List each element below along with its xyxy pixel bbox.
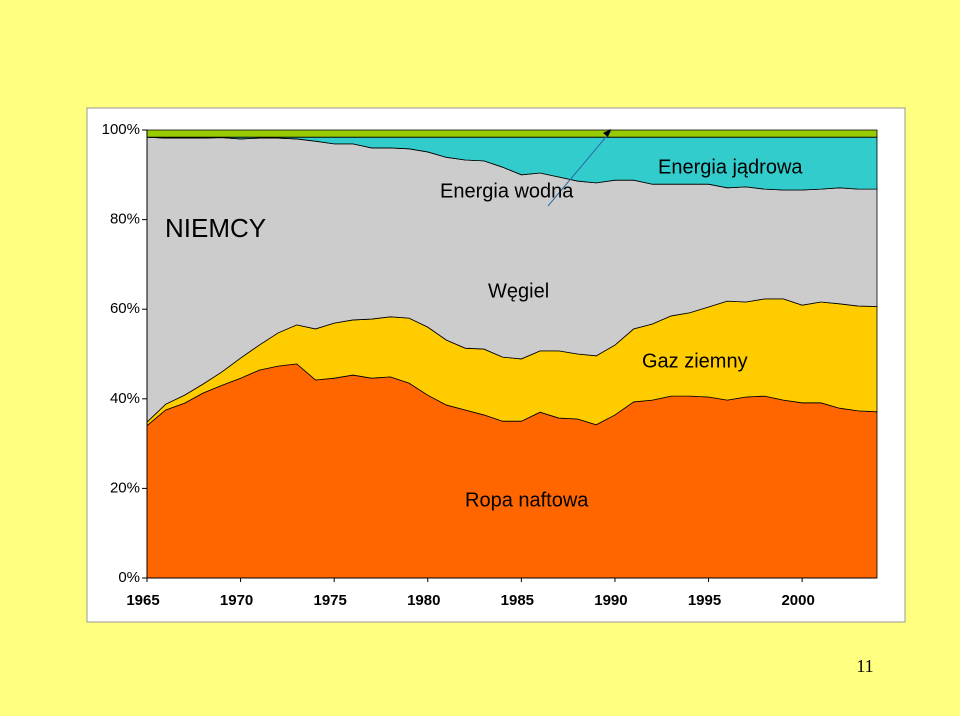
x-tick-label: 1975 (313, 592, 346, 609)
annotation: Energia jądrowa (658, 156, 803, 178)
x-tick-label: 1985 (501, 592, 534, 609)
x-tick-label: 1995 (688, 592, 721, 609)
y-tick-label: 60% (110, 300, 140, 317)
page-number: 11 (856, 656, 873, 676)
annotation: Ropa naftowa (465, 489, 589, 511)
annotation-arrow (547, 130, 612, 207)
annotation: Gaz ziemny (642, 350, 748, 372)
y-tick-label: 80% (110, 211, 140, 228)
x-tick-label: 1990 (594, 592, 627, 609)
area (146, 129, 878, 138)
y-tick-label: 0% (118, 569, 140, 586)
annotation: Węgiel (488, 280, 549, 302)
annotation: Energia wodna (440, 180, 574, 202)
x-tick-label: 2000 (781, 592, 814, 609)
y-tick-label: 100% (102, 121, 140, 138)
x-tick-label: 1965 (126, 592, 159, 609)
annotation: NIEMCY (165, 213, 266, 243)
y-tick-label: 40% (110, 390, 140, 407)
x-tick-label: 1970 (220, 592, 253, 609)
y-tick-label: 20% (110, 479, 140, 496)
plot (146, 129, 878, 579)
x-tick-label: 1980 (407, 592, 440, 609)
arrow-head (603, 129, 611, 137)
